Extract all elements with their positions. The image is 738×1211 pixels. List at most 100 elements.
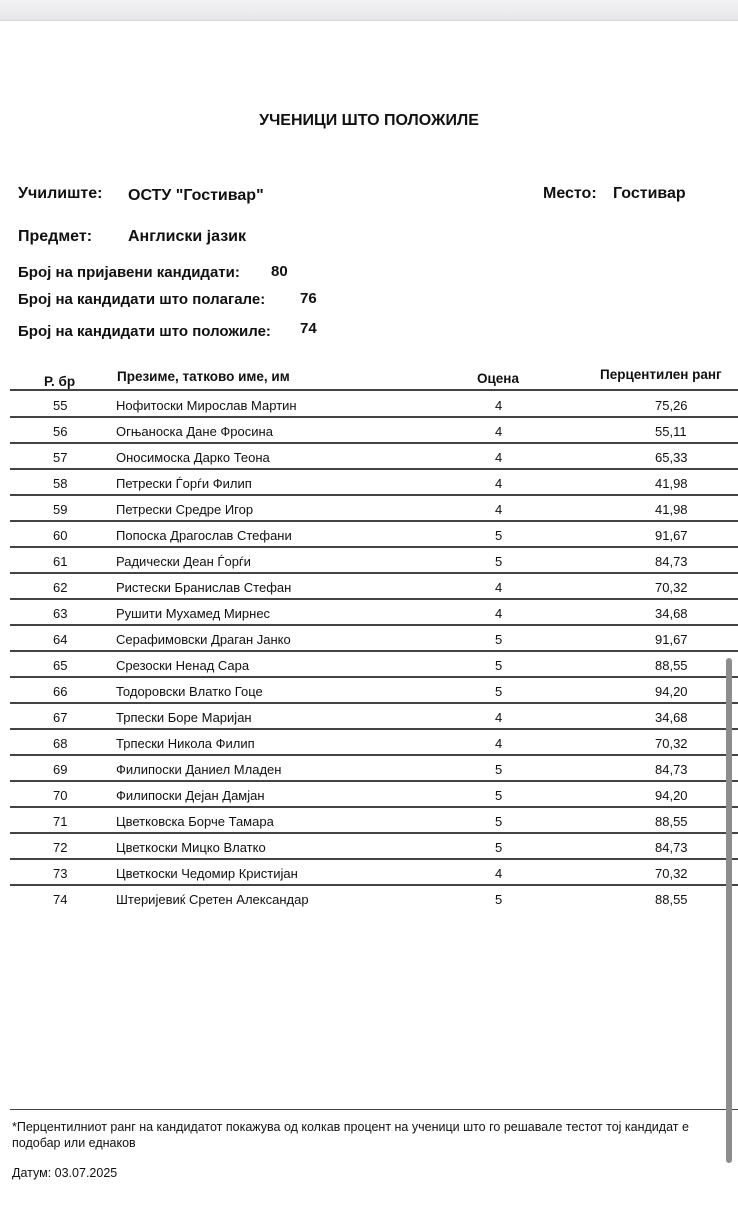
percentile-rank: 91,67 bbox=[655, 632, 688, 647]
row-divider bbox=[10, 520, 738, 522]
row-divider bbox=[10, 468, 738, 470]
scrollbar[interactable] bbox=[726, 658, 732, 1163]
header-name: Презиме, татково име, им bbox=[117, 369, 290, 384]
passed-label: Број на кандидати што положиле: bbox=[18, 323, 271, 340]
footer-divider bbox=[10, 1109, 738, 1110]
row-divider bbox=[10, 442, 738, 444]
row-number: 70 bbox=[53, 788, 68, 803]
grade: 4 bbox=[495, 502, 503, 517]
row-divider bbox=[10, 494, 738, 496]
table-row: 57 Оносимоска Дарко Теона 4 65,33 bbox=[0, 444, 738, 470]
table-row: 64 Серафимовски Драган Јанко 5 91,67 bbox=[0, 626, 738, 652]
table-row: 65 Срезоски Ненад Сара 5 88,55 bbox=[0, 652, 738, 678]
percentile-rank: 94,20 bbox=[655, 684, 688, 699]
student-name: Цветковска Борче Тамара bbox=[116, 814, 274, 829]
student-name: Тодоровски Влатко Гоце bbox=[116, 684, 263, 699]
row-number: 63 bbox=[53, 606, 68, 621]
table-row: 72 Цветкоски Мицко Влатко 5 84,73 bbox=[0, 834, 738, 860]
table-row: 61 Радически Деан Ѓорѓи 5 84,73 bbox=[0, 548, 738, 574]
percentile-rank: 70,32 bbox=[655, 580, 688, 595]
grade: 5 bbox=[495, 840, 503, 855]
row-number: 62 bbox=[53, 580, 68, 595]
percentile-rank: 70,32 bbox=[655, 866, 688, 881]
page-title: УЧЕНИЦИ ШТО ПОЛОЖИЛЕ bbox=[259, 112, 479, 129]
table-row: 67 Трпески Боре Маријан 4 34,68 bbox=[0, 704, 738, 730]
table-row: 66 Тодоровски Влатко Гоце 5 94,20 bbox=[0, 678, 738, 704]
table-row: 70 Филипоски Дејан Дамјан 5 94,20 bbox=[0, 782, 738, 808]
percentile-rank: 91,67 bbox=[655, 528, 688, 543]
row-divider bbox=[10, 572, 738, 574]
grade: 5 bbox=[495, 554, 503, 569]
passed-value: 74 bbox=[300, 320, 317, 337]
header-divider bbox=[10, 389, 738, 391]
grade: 4 bbox=[495, 866, 503, 881]
student-name: Радически Деан Ѓорѓи bbox=[116, 554, 251, 569]
row-number: 66 bbox=[53, 684, 68, 699]
date: Датум: 03.07.2025 bbox=[12, 1166, 118, 1180]
grade: 5 bbox=[495, 632, 503, 647]
student-name: Цветкоски Чедомир Кристијан bbox=[116, 866, 298, 881]
percentile-rank: 65,33 bbox=[655, 450, 688, 465]
registered-label: Број на пријавени кандидати: bbox=[18, 264, 240, 281]
took-value: 76 bbox=[300, 290, 317, 307]
row-divider bbox=[10, 832, 738, 834]
percentile-rank: 41,98 bbox=[655, 476, 688, 491]
row-divider bbox=[10, 702, 738, 704]
grade: 5 bbox=[495, 788, 503, 803]
student-name: Нофитоски Мирослав Мартин bbox=[116, 398, 297, 413]
header-number: Р. бр bbox=[44, 374, 76, 389]
row-divider bbox=[10, 676, 738, 678]
table-row: 74 Штеријевиќ Сретен Александар 5 88,55 bbox=[0, 886, 738, 912]
grade: 5 bbox=[495, 684, 503, 699]
grade: 4 bbox=[495, 710, 503, 725]
grade: 4 bbox=[495, 450, 503, 465]
table-row: 58 Петрески Ѓорѓи Филип 4 41,98 bbox=[0, 470, 738, 496]
registered-value: 80 bbox=[271, 263, 288, 280]
grade: 4 bbox=[495, 424, 503, 439]
row-number: 56 bbox=[53, 424, 68, 439]
percentile-rank: 84,73 bbox=[655, 840, 688, 855]
grade: 4 bbox=[495, 736, 503, 751]
percentile-rank: 34,68 bbox=[655, 606, 688, 621]
row-divider bbox=[10, 806, 738, 808]
grade: 5 bbox=[495, 658, 503, 673]
school-value: ОСТУ "Гостивар" bbox=[128, 187, 264, 204]
percentile-rank: 41,98 bbox=[655, 502, 688, 517]
row-number: 74 bbox=[53, 892, 68, 907]
table-row: 60 Попоска Драгослав Стефани 5 91,67 bbox=[0, 522, 738, 548]
table-row: 55 Нофитоски Мирослав Мартин 4 75,26 bbox=[0, 392, 738, 418]
student-name: Петрески Ѓорѓи Филип bbox=[116, 476, 252, 491]
percentile-rank: 55,11 bbox=[655, 424, 687, 439]
student-name: Рушити Мухамед Мирнес bbox=[116, 606, 271, 621]
table-row: 63 Рушити Мухамед Мирнес 4 34,68 bbox=[0, 600, 738, 626]
table-row: 68 Трпески Никола Филип 4 70,32 bbox=[0, 730, 738, 756]
row-number: 67 bbox=[53, 710, 68, 725]
row-divider bbox=[10, 884, 738, 886]
table-row: 71 Цветковска Борче Тамара 5 88,55 bbox=[0, 808, 738, 834]
header-percentile: Перцентилен ранг bbox=[600, 367, 722, 382]
grade: 4 bbox=[495, 398, 503, 413]
place-label: Место: bbox=[543, 185, 597, 202]
percentile-rank: 88,55 bbox=[655, 892, 688, 907]
student-name: Огњаноска Дане Фросина bbox=[116, 424, 273, 439]
row-divider bbox=[10, 650, 738, 652]
student-name: Трпески Никола Филип bbox=[116, 736, 255, 751]
percentile-rank: 84,73 bbox=[655, 762, 688, 777]
footnote: *Перцентилниот ранг на кандидатот покажу… bbox=[12, 1120, 689, 1150]
row-number: 59 bbox=[53, 502, 68, 517]
browser-top-bar bbox=[0, 0, 738, 21]
row-divider bbox=[10, 858, 738, 860]
took-label: Број на кандидати што полагале: bbox=[18, 291, 266, 308]
student-name: Филипоски Дејан Дамјан bbox=[116, 788, 265, 803]
grade: 5 bbox=[495, 814, 503, 829]
grade: 4 bbox=[495, 476, 503, 491]
grade: 4 bbox=[495, 606, 503, 621]
percentile-rank: 88,55 bbox=[655, 814, 688, 829]
percentile-rank: 70,32 bbox=[655, 736, 688, 751]
row-divider bbox=[10, 728, 738, 730]
table-row: 56 Огњаноска Дане Фросина 4 55,11 bbox=[0, 418, 738, 444]
row-number: 73 bbox=[53, 866, 68, 881]
row-number: 60 bbox=[53, 528, 68, 543]
student-name: Ристески Бранислав Стефан bbox=[116, 580, 292, 595]
student-name: Серафимовски Драган Јанко bbox=[116, 632, 291, 647]
